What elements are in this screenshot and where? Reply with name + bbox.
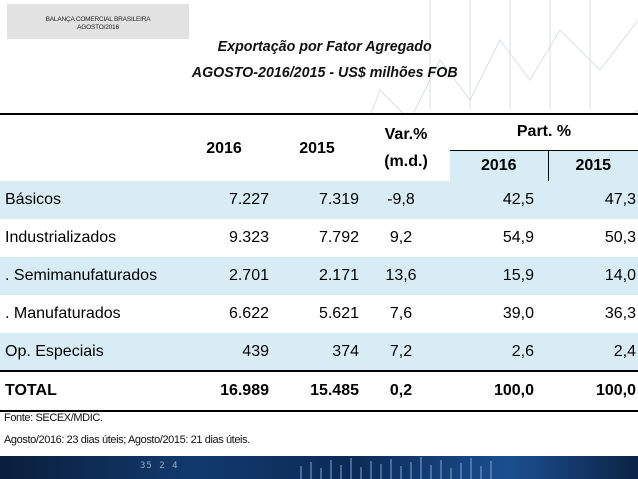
value-2016: 7.227 [176, 181, 272, 219]
total-row: TOTAL 16.989 15.485 0,2 100,0 100,0 [0, 370, 638, 412]
part-2016: 42,5 [450, 181, 548, 219]
value-2016: 439 [176, 333, 272, 371]
header-part-2015: 2015 [547, 150, 638, 181]
page-title: Exportação por Fator Agregado [217, 38, 432, 55]
part-2016: 2,6 [450, 333, 548, 371]
row-label: Industrializados [0, 219, 176, 257]
value-var: -9,8 [362, 181, 450, 219]
value-2015: 7.319 [272, 181, 362, 219]
report-tag: BALANÇA COMERCIAL BRASILEIRA AGOSTO/2016 [7, 4, 189, 39]
table-row: . Manufaturados 6.622 5.621 7,6 39,0 36,… [0, 295, 638, 333]
part-2016: 15,9 [450, 257, 548, 295]
footer-banner: 35 2 4 [0, 456, 638, 479]
total-label: TOTAL [0, 370, 176, 412]
value-2015: 2.171 [272, 257, 362, 295]
export-table: 2016 2015 Var.% (m.d.) Part. % 2016 2015… [0, 113, 638, 412]
value-var: 7,2 [362, 333, 450, 371]
part-2015: 36,3 [548, 295, 638, 333]
header-part-2016: 2016 [450, 150, 548, 181]
header-part: Part. % [450, 115, 638, 151]
value-2016: 9.323 [176, 219, 272, 257]
value-var: 9,2 [362, 219, 450, 257]
row-label: Op. Especiais [0, 333, 176, 371]
total-var: 0,2 [362, 370, 450, 412]
source-footnote: Fonte: SECEX/MDIC. [4, 412, 103, 424]
table-row: Básicos 7.227 7.319 -9,8 42,5 47,3 [0, 181, 638, 219]
report-tag-line1: BALANÇA COMERCIAL BRASILEIRA [45, 16, 151, 23]
table-subheader-row: 2016 2015 [0, 150, 638, 181]
value-2015: 7.792 [272, 219, 362, 257]
total-part-2016: 100,0 [450, 370, 548, 412]
total-2016: 16.989 [176, 370, 272, 412]
value-var: 7,6 [362, 295, 450, 333]
part-2015: 2,4 [548, 333, 638, 371]
part-2015: 14,0 [548, 257, 638, 295]
part-2015: 50,3 [548, 219, 638, 257]
table-header-row: 2016 2015 Var.% (m.d.) Part. % [0, 115, 638, 181]
table-row: . Semimanufaturados 2.701 2.171 13,6 15,… [0, 257, 638, 295]
value-2016: 6.622 [176, 295, 272, 333]
table-row: Op. Especiais 439 374 7,2 2,6 2,4 [0, 333, 638, 371]
value-2016: 2.701 [176, 257, 272, 295]
total-part-2015: 100,0 [548, 370, 638, 412]
row-label: . Manufaturados [0, 295, 176, 333]
table-row: Industrializados 9.323 7.792 9,2 54,9 50… [0, 219, 638, 257]
part-2015: 47,3 [548, 181, 638, 219]
header-label-cell [0, 115, 176, 181]
footer-bars-graphic [300, 457, 492, 479]
row-label: . Semimanufaturados [0, 257, 176, 295]
header-2015: 2015 [272, 115, 362, 181]
part-2016: 54,9 [450, 219, 548, 257]
working-days-footnote: Agosto/2016: 23 dias úteis; Agosto/2015:… [4, 434, 250, 446]
page-subtitle: AGOSTO-2016/2015 - US$ milhões FOB [191, 64, 458, 81]
header-var-line1: Var.% [384, 126, 428, 143]
report-tag-line2: AGOSTO/2016 [77, 24, 119, 31]
header-var-line2: (m.d.) [384, 153, 428, 170]
footer-ticker: 35 2 4 [140, 461, 179, 471]
value-2015: 5.621 [272, 295, 362, 333]
header-2016: 2016 [176, 115, 272, 181]
total-2015: 15.485 [272, 370, 362, 412]
part-2016: 39,0 [450, 295, 548, 333]
value-2015: 374 [272, 333, 362, 371]
row-label: Básicos [0, 181, 176, 219]
value-var: 13,6 [362, 257, 450, 295]
header-var: Var.% (m.d.) [362, 115, 450, 181]
